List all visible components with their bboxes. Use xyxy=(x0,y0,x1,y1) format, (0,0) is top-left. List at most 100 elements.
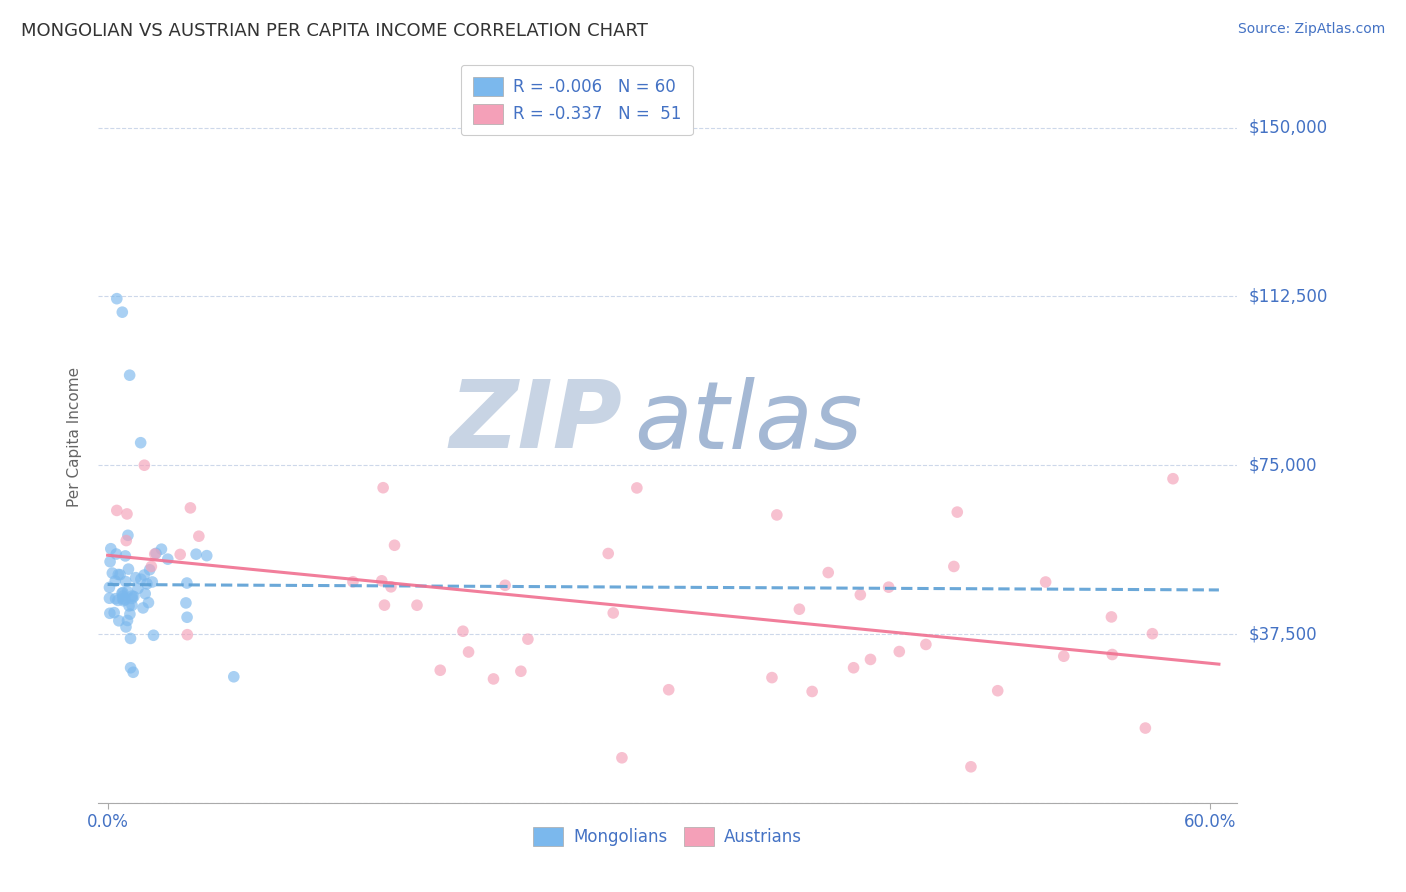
Point xyxy=(1099,610,1122,624)
Point xyxy=(987,683,1010,698)
Point xyxy=(184,547,207,561)
Point xyxy=(877,580,900,594)
Point xyxy=(1053,649,1076,664)
Point xyxy=(104,574,127,588)
Point xyxy=(371,574,394,588)
Point xyxy=(176,576,198,591)
Point xyxy=(111,589,134,603)
Point xyxy=(1135,721,1157,735)
Point xyxy=(121,591,143,606)
Point xyxy=(946,505,969,519)
Point xyxy=(145,546,167,560)
Y-axis label: Per Capita Income: Per Capita Income xyxy=(67,367,83,508)
Point xyxy=(127,582,149,596)
Point xyxy=(138,596,160,610)
Point xyxy=(108,614,131,628)
Point xyxy=(371,481,394,495)
Point xyxy=(103,606,125,620)
Point xyxy=(373,598,395,612)
Point xyxy=(111,591,134,606)
Point xyxy=(142,628,165,642)
Text: Source: ZipAtlas.com: Source: ZipAtlas.com xyxy=(1237,22,1385,37)
Point xyxy=(114,549,136,563)
Point xyxy=(125,571,148,585)
Point xyxy=(457,645,479,659)
Point xyxy=(150,542,173,557)
Point xyxy=(105,292,128,306)
Point xyxy=(107,567,129,582)
Point xyxy=(98,555,121,569)
Point xyxy=(134,568,156,582)
Point xyxy=(176,628,198,642)
Point xyxy=(658,682,681,697)
Point xyxy=(122,665,145,680)
Point xyxy=(429,663,451,677)
Text: $112,500: $112,500 xyxy=(1249,287,1327,305)
Point xyxy=(602,606,624,620)
Point xyxy=(494,578,516,592)
Point xyxy=(842,661,865,675)
Point xyxy=(187,529,209,543)
Point xyxy=(761,671,783,685)
Point xyxy=(156,552,179,566)
Point xyxy=(380,580,402,594)
Point xyxy=(451,624,474,639)
Text: ZIP: ZIP xyxy=(450,376,623,468)
Point xyxy=(121,589,143,603)
Point xyxy=(104,591,127,606)
Point xyxy=(626,481,648,495)
Point xyxy=(120,661,142,675)
Point xyxy=(117,562,139,576)
Point xyxy=(789,602,811,616)
Point xyxy=(915,637,938,651)
Point xyxy=(960,760,983,774)
Point xyxy=(859,652,882,666)
Point xyxy=(384,538,406,552)
Point xyxy=(114,592,136,607)
Point xyxy=(111,305,134,319)
Point xyxy=(108,567,131,582)
Legend: Mongolians, Austrians: Mongolians, Austrians xyxy=(527,821,808,853)
Point xyxy=(169,548,191,562)
Point xyxy=(134,458,156,473)
Point xyxy=(1161,472,1184,486)
Point xyxy=(114,574,136,589)
Point xyxy=(195,549,218,563)
Point xyxy=(117,584,139,599)
Point xyxy=(141,574,163,589)
Point xyxy=(138,563,160,577)
Point xyxy=(222,670,245,684)
Point xyxy=(112,593,135,607)
Point xyxy=(134,587,156,601)
Point xyxy=(141,559,163,574)
Point xyxy=(105,503,128,517)
Text: $75,000: $75,000 xyxy=(1249,456,1317,475)
Point xyxy=(98,607,121,621)
Text: atlas: atlas xyxy=(634,377,862,468)
Point xyxy=(598,546,620,560)
Point xyxy=(118,368,141,383)
Point xyxy=(115,533,138,548)
Point xyxy=(610,751,633,765)
Point xyxy=(117,614,139,628)
Point xyxy=(115,507,138,521)
Point xyxy=(1101,648,1123,662)
Point xyxy=(406,598,429,612)
Point xyxy=(136,577,159,591)
Point xyxy=(115,620,138,634)
Text: $150,000: $150,000 xyxy=(1249,119,1327,136)
Point xyxy=(176,610,198,624)
Point xyxy=(122,590,145,604)
Point xyxy=(118,599,141,613)
Point xyxy=(482,672,505,686)
Point xyxy=(120,632,142,646)
Point xyxy=(105,547,128,561)
Point xyxy=(942,559,965,574)
Point xyxy=(342,574,364,589)
Point xyxy=(100,541,122,556)
Point xyxy=(516,632,538,647)
Point xyxy=(121,599,143,613)
Point xyxy=(129,435,152,450)
Point xyxy=(101,566,124,580)
Point xyxy=(509,665,531,679)
